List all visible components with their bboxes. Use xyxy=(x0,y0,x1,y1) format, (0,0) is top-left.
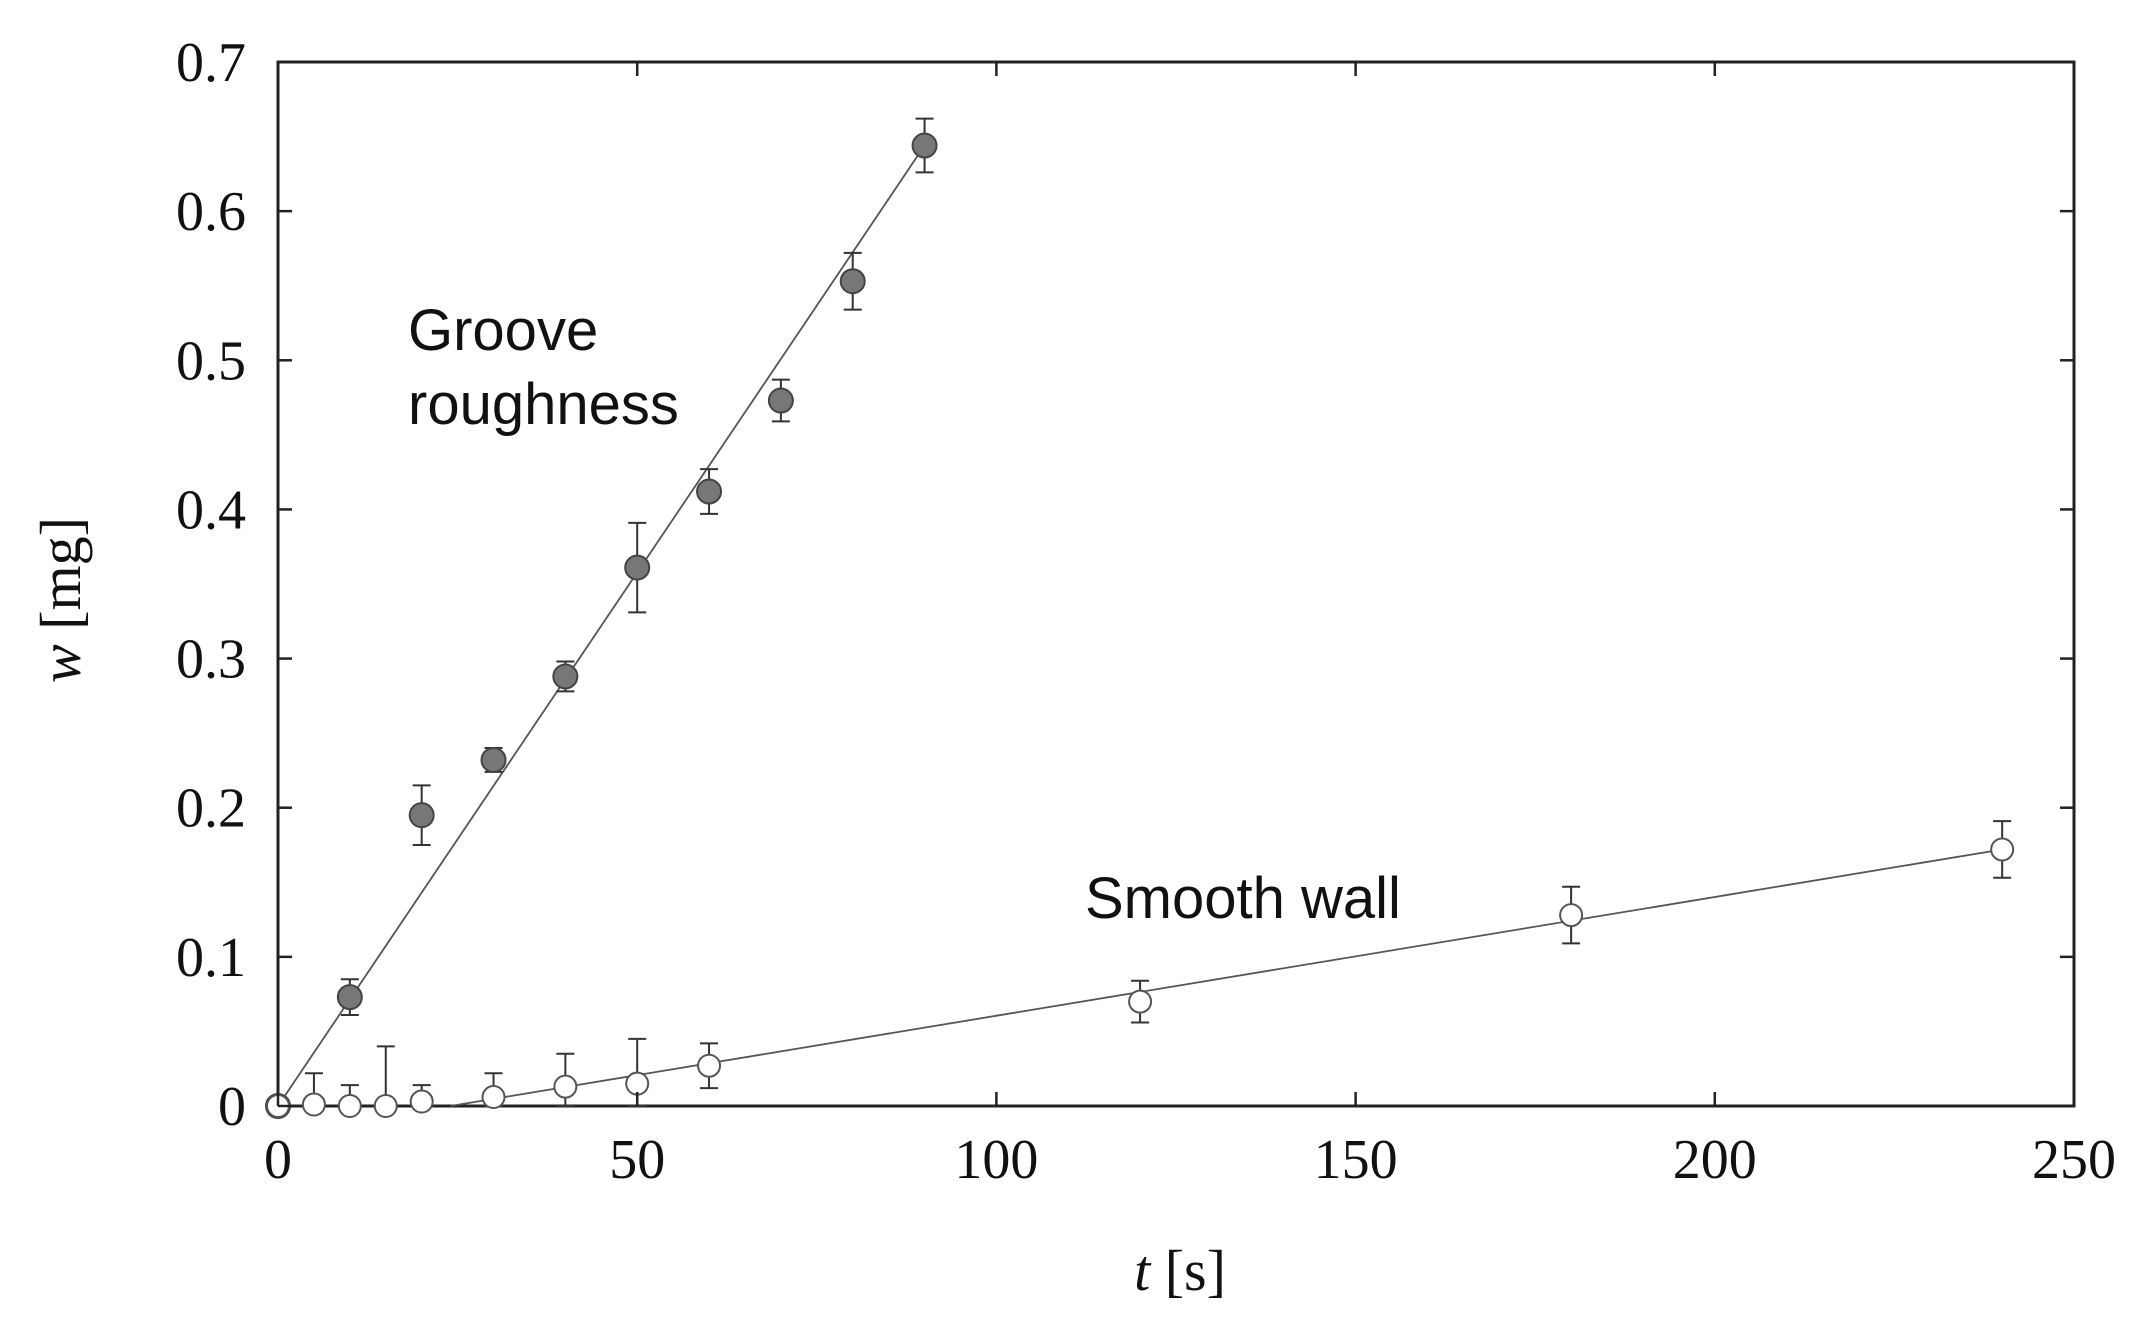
y-axis-variable: w xyxy=(28,644,93,683)
data-point-smooth xyxy=(1559,903,1584,928)
data-point-smooth xyxy=(373,1094,398,1118)
data-point-groove xyxy=(696,478,723,505)
data-point-groove xyxy=(767,387,794,414)
fit-line-groove xyxy=(277,145,926,1107)
plot-frame xyxy=(276,60,2076,1108)
y-tick-label: 0.5 xyxy=(176,330,246,392)
data-point-smooth xyxy=(1990,837,2015,862)
data-point-groove xyxy=(839,268,866,295)
y-tick-label: 0.2 xyxy=(176,778,246,840)
error-bars xyxy=(304,117,2012,1107)
y-tick-label: 0.1 xyxy=(176,927,246,989)
data-point-smooth xyxy=(1128,989,1153,1014)
y-tick-label: 0 xyxy=(218,1076,246,1138)
y-axis-unit: [mg] xyxy=(28,517,93,644)
x-axis-label: t [s] xyxy=(1134,1238,1226,1303)
data-point-smooth xyxy=(409,1089,434,1114)
data-point-smooth xyxy=(697,1053,722,1078)
data-point-groove xyxy=(480,746,507,773)
data-point-groove xyxy=(336,984,363,1011)
data-markers xyxy=(265,132,2015,1119)
x-tick-label: 50 xyxy=(609,1129,665,1191)
x-axis-variable: t xyxy=(1134,1238,1152,1303)
x-tick-label: 100 xyxy=(954,1129,1038,1191)
data-point-smooth xyxy=(337,1094,362,1118)
data-point-smooth xyxy=(553,1074,578,1099)
y-tick-label: 0.6 xyxy=(176,181,246,243)
tick-labels: 0 50 100 150 200 250 0 0.1 0.2 0.3 0.4 0.5 0.6 0.7 xyxy=(176,32,2116,1191)
x-tick-label: 0 xyxy=(264,1129,292,1191)
x-tick-label: 250 xyxy=(2032,1129,2116,1191)
x-axis-unit: [s] xyxy=(1150,1238,1226,1303)
y-tick-label: 0.3 xyxy=(176,629,246,691)
data-point-groove xyxy=(911,132,938,159)
data-point-smooth xyxy=(301,1092,326,1117)
smooth-wall-annotation: Smooth wall xyxy=(1085,866,1401,931)
groove-roughness-annotation-line1: Groove xyxy=(408,298,598,363)
data-point-smooth xyxy=(625,1071,650,1096)
x-tick-label: 150 xyxy=(1314,1129,1398,1191)
data-point-groove xyxy=(552,663,579,690)
y-tick-label: 0.7 xyxy=(176,32,246,94)
data-point-smooth xyxy=(481,1085,506,1110)
x-tick-label: 200 xyxy=(1673,1129,1757,1191)
data-point-groove xyxy=(408,802,435,829)
y-axis-label: w [mg] xyxy=(28,517,93,683)
fit-lines xyxy=(277,145,2003,1107)
groove-roughness-annotation-line2: roughness xyxy=(408,372,679,437)
data-point-groove xyxy=(624,554,651,581)
y-tick-label: 0.4 xyxy=(176,479,246,541)
axis-ticks xyxy=(276,60,2076,1108)
